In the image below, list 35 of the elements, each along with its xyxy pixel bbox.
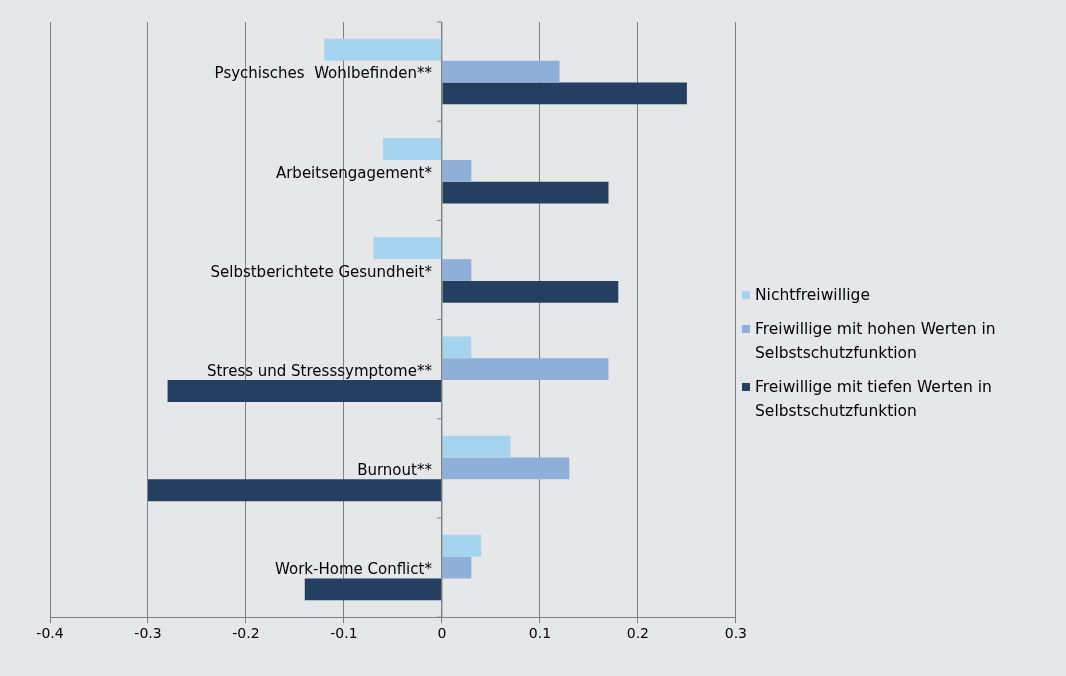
bar <box>442 358 609 381</box>
y-tick-label: Selbstberichtete Gesundheit* <box>210 262 433 281</box>
bar <box>442 280 619 303</box>
bar <box>373 237 442 260</box>
x-tick-label: 0.3 <box>724 625 747 642</box>
y-tick-label: Work-Home Conflict* <box>275 560 433 579</box>
bar <box>304 578 442 601</box>
bar <box>442 457 570 480</box>
x-tick-label: 0 <box>437 625 447 642</box>
x-tick-label: -0.3 <box>134 625 162 642</box>
bar <box>442 159 472 182</box>
bar <box>442 259 472 281</box>
bar <box>442 556 472 579</box>
bar <box>442 181 609 204</box>
bar <box>383 138 442 160</box>
bar <box>167 380 442 402</box>
x-tick-label: -0.1 <box>330 625 358 642</box>
bar <box>442 336 472 359</box>
legend-label: Freiwillige mit tiefen Werten in Selbstschutzfunktion <box>755 377 993 422</box>
x-tick-label: 0.2 <box>626 625 650 642</box>
bar <box>324 38 442 61</box>
y-tick-label: Burnout** <box>357 461 433 480</box>
bar <box>147 479 442 502</box>
legend-label: Freiwillige mit hohen Werten in Selbstschutzfunktion <box>755 319 997 364</box>
y-tick-label: Stress und Stresssymptome** <box>206 362 433 381</box>
y-tick-label: Arbeitsengagement* <box>275 163 433 182</box>
x-tick-label: -0.2 <box>232 625 260 642</box>
legend-label: Nichtfreiwillige <box>755 285 870 306</box>
x-tick-label: 0.1 <box>528 625 552 642</box>
bar <box>442 534 482 557</box>
y-tick-label: Psychisches Wohlbefinden** <box>214 64 433 83</box>
x-tick-label: -0.4 <box>36 625 64 642</box>
bar <box>442 60 560 83</box>
bar <box>442 82 687 105</box>
bar <box>442 435 511 458</box>
